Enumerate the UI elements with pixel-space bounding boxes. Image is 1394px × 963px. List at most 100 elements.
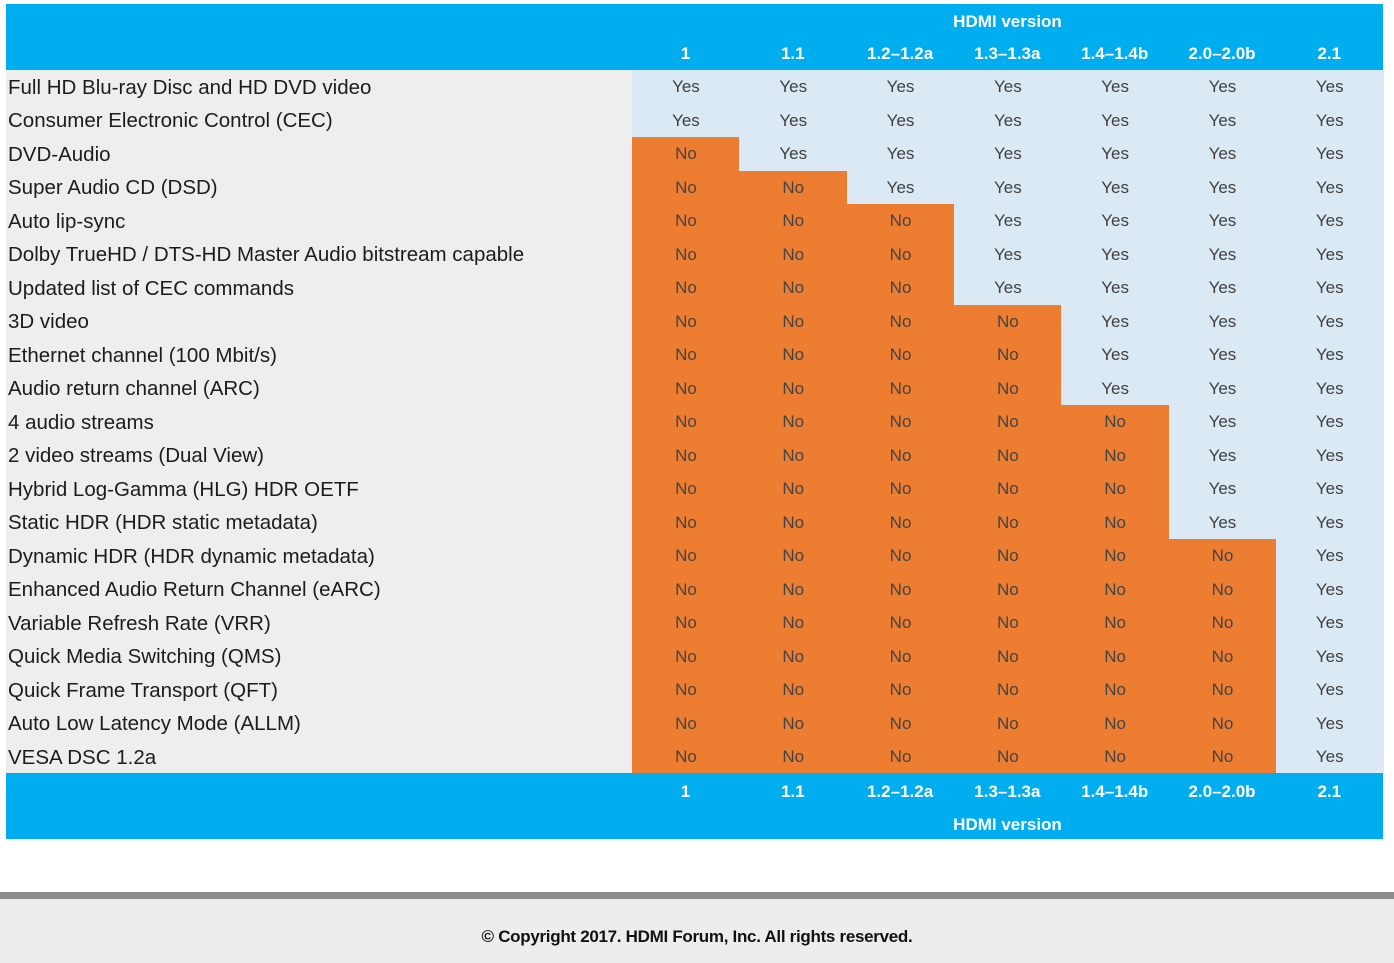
cell-no: No — [953, 740, 1062, 775]
cell-no: No — [632, 137, 740, 172]
feature-label: Quick Frame Transport (QFT) — [8, 678, 278, 702]
cell-no: No — [846, 740, 955, 775]
header-version-5: 1.4–1.4b — [1081, 44, 1149, 63]
cell-no: No — [632, 572, 740, 607]
cell-no: No — [1061, 706, 1170, 741]
cell-no: No — [739, 505, 848, 540]
cell-no: No — [739, 572, 848, 607]
cell-no: No — [953, 338, 1062, 373]
cell-yes: Yes — [1275, 405, 1384, 440]
cell-no: No — [739, 438, 848, 473]
cell-no: No — [739, 740, 848, 775]
page-footer — [0, 899, 1394, 963]
cell-no: No — [632, 204, 740, 239]
cell-no: No — [739, 371, 848, 406]
cell-no: No — [846, 606, 955, 641]
page-footer-rule — [0, 892, 1394, 899]
cell-yes: Yes — [1168, 505, 1277, 540]
cell-yes: Yes — [1168, 70, 1277, 105]
cell-yes: Yes — [1275, 137, 1384, 172]
cell-no: No — [739, 405, 848, 440]
header-version-2: 1.1 — [780, 44, 805, 63]
cell-no: No — [632, 438, 740, 473]
cell-no: No — [953, 539, 1062, 574]
feature-label: Hybrid Log-Gamma (HLG) HDR OETF — [8, 477, 359, 501]
cell-no: No — [953, 673, 1062, 708]
cell-no: No — [1168, 639, 1277, 674]
cell-no: No — [1061, 438, 1170, 473]
cell-no: No — [1168, 673, 1277, 708]
cell-no: No — [1061, 639, 1170, 674]
cell-no: No — [632, 740, 740, 775]
cell-no: No — [632, 673, 740, 708]
cell-yes: Yes — [1275, 204, 1384, 239]
footer-band — [6, 773, 1383, 839]
cell-no: No — [632, 237, 740, 272]
footer-version-3: 1.2–1.2a — [867, 782, 934, 801]
cell-no: No — [1061, 673, 1170, 708]
cell-yes: Yes — [1168, 204, 1277, 239]
cell-no: No — [846, 505, 955, 540]
cell-no: No — [1061, 505, 1170, 540]
feature-label: DVD-Audio — [8, 142, 111, 166]
cell-no: No — [953, 606, 1062, 641]
feature-label: VESA DSC 1.2a — [8, 745, 157, 769]
feature-label: Super Audio CD (DSD) — [8, 176, 218, 199]
cell-no: No — [632, 304, 740, 339]
footer-version-6: 2.0–2.0b — [1188, 782, 1256, 801]
cell-yes: Yes — [1168, 472, 1277, 507]
cell-no: No — [1061, 740, 1170, 775]
cell-yes: Yes — [1275, 338, 1384, 373]
footer-version-1: 1 — [680, 782, 691, 801]
cell-yes: Yes — [1061, 271, 1170, 306]
cell-yes: Yes — [1168, 371, 1277, 406]
cell-no: No — [1168, 606, 1277, 641]
feature-label: Static HDR (HDR static metadata) — [8, 511, 318, 534]
cell-no: No — [846, 371, 955, 406]
cell-no: No — [1061, 472, 1170, 507]
header-version-1: 1 — [680, 44, 691, 63]
cell-yes: Yes — [953, 237, 1062, 272]
feature-label: Audio return channel (ARC) — [8, 377, 260, 400]
feature-column-background — [6, 70, 632, 773]
cell-yes: Yes — [1275, 371, 1384, 406]
cell-no: No — [739, 639, 848, 674]
cell-no: No — [632, 170, 740, 205]
cell-no: No — [1061, 539, 1170, 574]
footer-version-title: HDMI version — [953, 815, 1062, 834]
cell-yes: Yes — [1061, 304, 1170, 339]
cell-yes: Yes — [1061, 338, 1170, 373]
cell-no: No — [739, 338, 848, 373]
cell-yes: Yes — [1061, 103, 1170, 138]
cell-no: No — [632, 505, 740, 540]
cell-yes: Yes — [1275, 639, 1384, 674]
header-band — [6, 4, 1383, 70]
cell-no: No — [632, 338, 740, 373]
cell-yes: Yes — [1275, 170, 1384, 205]
cell-no: No — [632, 606, 740, 641]
cell-yes: Yes — [1275, 673, 1384, 708]
cell-no: No — [1061, 572, 1170, 607]
cell-yes: Yes — [1061, 137, 1170, 172]
cell-no: No — [846, 572, 955, 607]
cell-yes: Yes — [1275, 304, 1384, 339]
cell-no: No — [953, 438, 1062, 473]
cell-yes: Yes — [632, 70, 740, 105]
cell-no: No — [739, 204, 848, 239]
cell-no: No — [953, 304, 1062, 339]
cell-no: No — [1168, 539, 1277, 574]
copyright-notice: © Copyright 2017. HDMI Forum, Inc. All r… — [481, 927, 913, 946]
cell-yes: Yes — [1275, 103, 1384, 138]
cell-no: No — [739, 237, 848, 272]
cell-yes: Yes — [1168, 237, 1277, 272]
feature-label: Dolby TrueHD / DTS-HD Master Audio bitst… — [8, 243, 525, 266]
cell-yes: Yes — [1275, 237, 1384, 272]
cell-yes: Yes — [739, 70, 848, 105]
cell-yes: Yes — [1275, 70, 1384, 105]
cell-no: No — [739, 673, 848, 708]
cell-no: No — [846, 237, 955, 272]
cell-yes: Yes — [953, 137, 1062, 172]
cell-yes: Yes — [1061, 170, 1170, 205]
cell-no: No — [953, 639, 1062, 674]
